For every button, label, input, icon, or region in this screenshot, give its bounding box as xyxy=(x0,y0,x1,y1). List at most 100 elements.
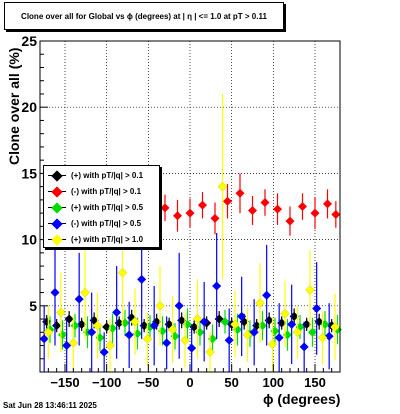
legend-label: (+) with pT/|q| > 0.1 xyxy=(71,171,144,180)
data-point xyxy=(130,316,140,327)
data-point xyxy=(192,314,203,324)
data-point xyxy=(208,334,217,344)
data-point xyxy=(162,338,172,348)
x-tick-label: 50 xyxy=(224,375,238,390)
y-axis-label: Clone over all (%) xyxy=(6,47,22,165)
data-point xyxy=(235,188,245,198)
legend-entry: (-) with pT/|q| > 0.1 xyxy=(44,184,159,200)
legend-marker-black xyxy=(51,170,63,182)
data-point xyxy=(262,290,272,300)
y-tick-label: 10 xyxy=(21,232,37,248)
axis-ticks: −150 −100 −50 0 50 100 150 5 10 15 20 25 xyxy=(21,33,333,390)
legend-label: (+) with pT/|q| > 1.0 xyxy=(71,235,144,244)
data-point xyxy=(260,198,270,208)
data-point xyxy=(212,281,222,291)
data-point xyxy=(248,205,257,215)
data-point xyxy=(255,298,265,309)
data-point xyxy=(224,335,234,345)
x-tick-label: 150 xyxy=(304,375,326,390)
data-point xyxy=(274,333,284,343)
data-point xyxy=(331,209,341,219)
data-point xyxy=(99,347,109,357)
data-point xyxy=(283,330,292,340)
legend-marker-red xyxy=(51,186,63,198)
data-point xyxy=(237,311,247,321)
legend-entry: (+) with pT/|q| > 0.5 xyxy=(44,200,159,216)
data-point xyxy=(267,339,278,350)
data-point xyxy=(292,327,303,338)
data-point xyxy=(95,333,105,343)
data-point xyxy=(298,202,307,211)
legend-entry: (+) with pT/|q| > 0.1 xyxy=(44,168,159,184)
data-point xyxy=(50,288,60,298)
series-4 xyxy=(43,93,340,372)
data-point xyxy=(120,318,130,328)
data-point xyxy=(324,331,334,341)
data-point xyxy=(258,321,267,331)
data-point xyxy=(142,334,153,344)
data-point xyxy=(305,285,315,295)
data-point xyxy=(160,203,170,213)
data-point xyxy=(102,322,112,332)
y-tick-label: 20 xyxy=(21,99,37,115)
x-tick-label: −50 xyxy=(137,375,159,390)
legend-entry: (+) with pT/|q| > 1.0 xyxy=(44,232,159,248)
datestamp: Sat Jun 28 13:46:11 2025 xyxy=(3,401,97,410)
data-point xyxy=(64,314,74,324)
data-point xyxy=(133,329,142,339)
data-point xyxy=(205,347,215,357)
x-tick-label: −100 xyxy=(92,375,121,390)
data-point xyxy=(112,307,122,317)
data-point xyxy=(155,300,165,311)
data-point xyxy=(58,330,67,340)
data-point xyxy=(180,335,190,346)
data-point xyxy=(117,267,128,278)
legend-marker-green xyxy=(51,202,63,214)
x-tick-label: 100 xyxy=(262,375,284,390)
x-axis-label: ϕ (degrees) xyxy=(263,391,341,407)
x-tick-label: −150 xyxy=(50,375,79,390)
legend-entry: (-) with pT/|q| > 0.5 xyxy=(44,216,159,232)
data-point xyxy=(330,322,340,332)
data-point xyxy=(185,208,195,218)
data-point xyxy=(68,338,79,348)
data-point xyxy=(80,287,90,298)
data-point xyxy=(220,317,230,327)
data-point xyxy=(195,327,205,337)
data-point xyxy=(70,321,80,331)
legend-label: (-) with pT/|q| > 0.5 xyxy=(71,219,142,228)
data-point xyxy=(312,303,322,313)
data-point xyxy=(280,308,290,319)
data-point xyxy=(43,327,54,338)
data-point xyxy=(39,334,49,344)
data-point xyxy=(92,320,103,331)
data-point xyxy=(158,326,167,336)
data-point xyxy=(87,327,97,337)
data-point xyxy=(230,319,240,330)
data-point xyxy=(149,321,159,331)
data-point xyxy=(137,274,147,284)
data-point xyxy=(323,199,332,209)
data-point xyxy=(105,340,115,351)
data-point xyxy=(108,323,117,333)
data-point xyxy=(210,213,220,223)
data-point xyxy=(285,216,295,226)
data-point xyxy=(198,200,207,210)
data-point xyxy=(174,301,184,311)
data-point xyxy=(55,307,66,318)
x-tick-label: 0 xyxy=(186,375,193,390)
data-point xyxy=(242,330,253,340)
data-point xyxy=(308,327,317,337)
data-point xyxy=(310,208,320,218)
data-point xyxy=(167,324,178,335)
title-box: Clone over all for Global vs ϕ (degrees)… xyxy=(4,2,284,30)
data-point xyxy=(217,181,228,192)
legend-marker-yellow xyxy=(51,234,63,246)
y-tick-label: 5 xyxy=(29,298,37,314)
y-tick-label: 15 xyxy=(21,165,37,181)
legend-label: (-) with pT/|q| > 0.1 xyxy=(71,187,142,196)
chart-title: Clone over all for Global vs ϕ (degrees)… xyxy=(21,12,267,21)
data-point xyxy=(187,343,197,353)
data-point xyxy=(317,332,328,343)
